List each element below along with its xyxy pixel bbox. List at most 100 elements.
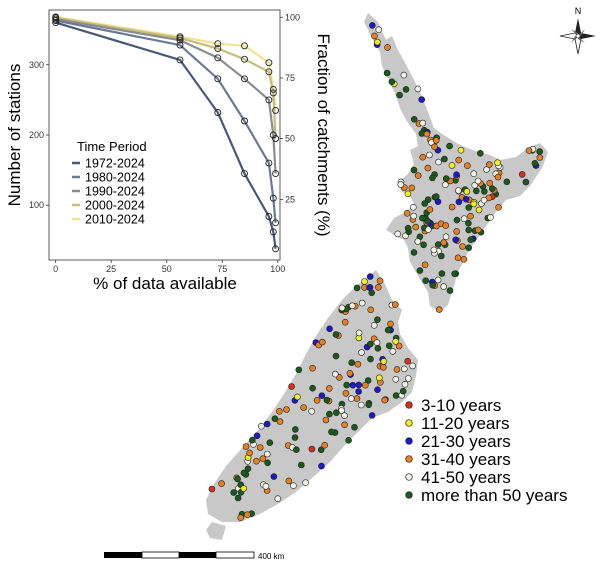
series-line bbox=[55, 18, 277, 174]
station-point bbox=[326, 410, 333, 418]
station-point bbox=[259, 455, 267, 463]
compass-label: N bbox=[575, 6, 582, 16]
station-point bbox=[365, 401, 373, 409]
station-point bbox=[291, 426, 299, 433]
station-point bbox=[341, 318, 349, 326]
station-point bbox=[453, 216, 461, 224]
station-point bbox=[467, 236, 475, 243]
data-point bbox=[241, 55, 248, 63]
station-point bbox=[400, 71, 408, 79]
station-point bbox=[328, 428, 335, 436]
y2-tick-label: 50 bbox=[285, 134, 295, 144]
data-point bbox=[52, 19, 60, 27]
station-point bbox=[465, 226, 473, 234]
station-point bbox=[285, 477, 293, 485]
station-point bbox=[494, 159, 501, 166]
station-point bbox=[321, 441, 329, 449]
station-point bbox=[230, 489, 237, 496]
data-point bbox=[269, 85, 277, 93]
map-legend-marker bbox=[405, 437, 413, 445]
data-point bbox=[176, 41, 184, 49]
station-point bbox=[283, 406, 290, 413]
data-point bbox=[241, 170, 248, 178]
station-point bbox=[374, 386, 381, 394]
legend-title: Time Period bbox=[77, 139, 147, 154]
station-point bbox=[410, 212, 418, 220]
station-point bbox=[399, 387, 407, 395]
station-point bbox=[367, 306, 375, 314]
station-point bbox=[486, 179, 494, 187]
nz-map bbox=[206, 13, 548, 540]
station-point bbox=[256, 444, 264, 451]
station-point bbox=[374, 316, 381, 324]
data-point bbox=[269, 89, 277, 97]
map-legend-marker bbox=[405, 491, 413, 499]
station-point bbox=[424, 226, 432, 233]
station-point bbox=[396, 91, 403, 99]
line-chart: 0 25 50 75 100 100 200 300 25 50 75 100 % of data… bbox=[5, 9, 333, 293]
station-point bbox=[487, 214, 494, 221]
data-point bbox=[272, 219, 280, 227]
station-point bbox=[495, 204, 502, 211]
station-point bbox=[367, 355, 374, 363]
station-point bbox=[309, 364, 316, 372]
station-point bbox=[454, 254, 462, 262]
station-point bbox=[410, 116, 418, 123]
map-legend-label: 41-50 years bbox=[421, 468, 511, 487]
station-point bbox=[376, 277, 384, 285]
station-point bbox=[455, 156, 463, 164]
station-point bbox=[291, 434, 299, 441]
station-point bbox=[465, 204, 473, 211]
station-point bbox=[421, 200, 429, 207]
station-point bbox=[257, 422, 265, 430]
map-legend-label: 11-20 years bbox=[421, 414, 510, 433]
station-point bbox=[374, 344, 382, 352]
station-point bbox=[393, 366, 401, 373]
station-point bbox=[318, 462, 325, 470]
y2-tick-label: 75 bbox=[285, 73, 295, 83]
station-point bbox=[404, 357, 412, 365]
y-tick-label: 300 bbox=[29, 60, 44, 70]
legend-label: 1980-2024 bbox=[85, 171, 145, 185]
station-point bbox=[432, 193, 440, 200]
station-point bbox=[249, 436, 256, 444]
station-point bbox=[451, 270, 458, 278]
station-point bbox=[408, 184, 416, 192]
series-line bbox=[55, 19, 277, 223]
station-point bbox=[404, 190, 412, 198]
station-point bbox=[465, 244, 473, 252]
station-point bbox=[420, 241, 427, 249]
station-point bbox=[346, 369, 354, 377]
scale-bar: 400 km bbox=[104, 551, 285, 561]
station-point bbox=[460, 215, 468, 222]
station-point bbox=[426, 206, 434, 213]
station-point bbox=[464, 162, 471, 169]
station-point bbox=[234, 475, 241, 483]
station-point bbox=[318, 338, 326, 346]
station-point bbox=[432, 137, 440, 144]
legend-label: 2010-2024 bbox=[85, 213, 145, 227]
station-point bbox=[271, 415, 279, 423]
station-point bbox=[438, 270, 446, 277]
station-point bbox=[476, 150, 484, 157]
station-point bbox=[485, 161, 493, 168]
station-point bbox=[402, 86, 410, 93]
x-tick-label: 0 bbox=[53, 264, 58, 274]
station-point bbox=[422, 277, 430, 285]
station-point bbox=[244, 465, 252, 473]
station-point bbox=[462, 195, 470, 203]
legend-label: 2000-2024 bbox=[85, 199, 145, 213]
data-point bbox=[272, 245, 280, 253]
plot-panel bbox=[48, 9, 281, 261]
station-point bbox=[440, 239, 448, 246]
station-point bbox=[409, 204, 417, 211]
station-point bbox=[323, 396, 331, 404]
station-point bbox=[300, 404, 307, 411]
station-point bbox=[536, 154, 544, 161]
station-point bbox=[288, 383, 295, 390]
station-point bbox=[322, 416, 330, 424]
station-point bbox=[308, 407, 316, 415]
station-point bbox=[355, 329, 363, 337]
